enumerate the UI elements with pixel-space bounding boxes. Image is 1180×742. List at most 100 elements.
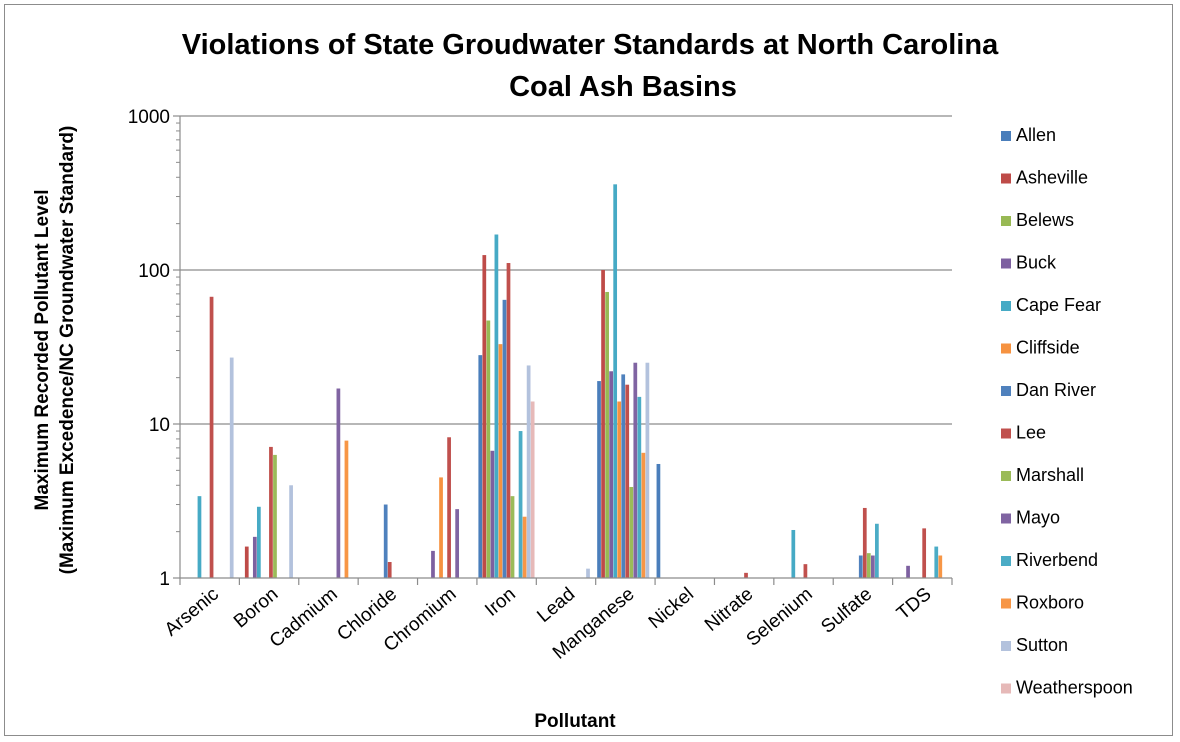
legend-label: Cape Fear [1016,295,1101,315]
x-tick-label: Arsenic [161,584,223,641]
legend-label: Asheville [1016,168,1088,188]
legend-swatch [1001,683,1011,694]
legend-swatch [1001,131,1011,141]
bar [522,516,527,578]
legend-item: Dan River [1001,380,1096,400]
bar [803,564,808,578]
legend-swatch [1001,343,1011,354]
legend-label: Cliffside [1016,338,1080,358]
bar [621,374,626,578]
bar [447,437,451,578]
bar [791,529,796,578]
x-tick-label: Sulfate [817,584,876,638]
legend-swatch [1001,471,1011,481]
bar [934,546,939,578]
bar [744,572,748,578]
legend-item: Cliffside [1001,338,1080,358]
bar [482,255,487,578]
bar [518,431,523,578]
bar [244,546,249,578]
bar [486,320,491,578]
bar [866,553,871,578]
legend-swatch [1001,301,1011,311]
y-tick-label: 10 [149,415,170,436]
legend-item: Lee [1001,423,1046,443]
legend-item: Mayo [1001,508,1060,528]
y-tick-label: 1000 [128,107,170,128]
legend: Allen Asheville Belews Buck Cape Fear Cliffsi… [1001,125,1133,698]
legend-swatch [1001,641,1011,651]
bar [870,555,875,578]
gridlines [180,115,952,425]
bar [613,184,618,578]
legend-item: Cape Fear [1001,295,1101,315]
bar [605,291,609,578]
y-tick-label: 1 [159,569,170,590]
bar [502,299,507,578]
bars [197,184,943,578]
bar [383,504,388,578]
y-tick-label: 100 [138,261,170,282]
x-tick-label: TDS [893,584,936,625]
bar [526,365,531,578]
legend-label: Sutton [1016,635,1068,655]
bar [617,401,622,578]
y-axis-ticks: 1 10 100 1000 [128,107,180,590]
legend-label: Roxboro [1016,593,1084,613]
bar [197,496,202,578]
x-axis-label: Pollutant [534,711,616,732]
legend-item: Asheville [1001,168,1088,188]
bar [530,401,535,578]
x-tick-label: Lead [533,584,579,627]
legend-swatch [1001,556,1011,566]
legend-label: Buck [1016,253,1057,273]
legend-item: Marshall [1001,465,1084,485]
legend-label: Riverbend [1016,550,1098,570]
legend-item: Riverbend [1001,550,1098,570]
x-tick-label: Iron [481,584,520,621]
bar [645,362,650,578]
y-axis-label-line-1: Maximum Recorded Pollutant Level [32,190,53,511]
bar [633,362,638,578]
legend-item: Belews [1001,210,1074,230]
bar [629,486,634,578]
axes [179,116,952,579]
legend-swatch [1001,513,1011,524]
legend-item: Buck [1001,253,1057,273]
bar [455,509,460,578]
bar [625,384,630,578]
bar [439,477,443,578]
chart-frame [4,4,1173,736]
x-tick-label: Boron [230,584,282,633]
legend-swatch [1001,216,1011,226]
bar [494,234,499,578]
y-axis-label: Maximum Recorded Pollutant Level (Maximu… [32,126,78,575]
legend-item: Sutton [1001,635,1068,655]
bar [506,263,511,578]
bar [862,507,867,578]
bar [875,523,879,578]
legend-item: Weatherspoon [1001,678,1133,698]
bar [478,355,483,578]
legend-label: Marshall [1016,465,1084,485]
bar [656,463,661,578]
bar [209,296,214,578]
legend-label: Mayo [1016,508,1060,528]
legend-swatch [1001,173,1011,184]
legend-item: Allen [1001,125,1056,145]
legend-item: Roxboro [1001,593,1084,613]
bar [609,371,613,578]
bar [273,454,277,578]
legend-label: Allen [1016,125,1056,145]
bar [597,381,601,578]
legend-swatch [1001,258,1011,269]
legend-label: Belews [1016,210,1074,230]
bar [858,555,863,578]
bar [938,555,943,578]
bar [344,440,349,578]
legend-swatch [1001,386,1011,396]
legend-label: Lee [1016,423,1046,443]
bar [431,550,435,578]
